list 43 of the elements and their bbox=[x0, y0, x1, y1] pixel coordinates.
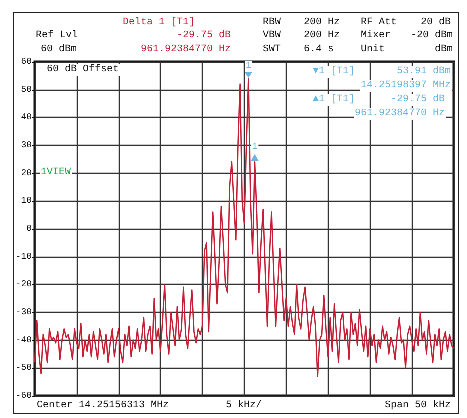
y-tick-label: 10 bbox=[21, 196, 32, 206]
y-tick-label: -20 bbox=[16, 280, 32, 290]
text: Unit bbox=[361, 44, 386, 56]
text: -29.75 dB bbox=[176, 30, 231, 42]
annotation: 961.92384770 Hz bbox=[354, 108, 445, 120]
y-tick-label: 40 bbox=[21, 112, 32, 123]
annotation: -29.75 dB bbox=[390, 94, 445, 106]
text: 6.4 s bbox=[304, 44, 334, 56]
annotation: ▲1 [T1] bbox=[313, 94, 356, 106]
y-tick-label: 20 bbox=[21, 168, 32, 178]
y-tick-label: -30 bbox=[16, 308, 32, 318]
text: Mixer bbox=[361, 30, 392, 42]
y-tick-label: 60 bbox=[21, 57, 32, 67]
y-tick-label: 50 bbox=[21, 84, 32, 95]
text: dBm bbox=[434, 44, 453, 56]
annotation: 1 bbox=[252, 142, 258, 152]
text: 200 Hz bbox=[304, 18, 340, 28]
y-tick-label: -60 bbox=[16, 391, 32, 401]
annotation: ▼1 [T1] bbox=[313, 66, 356, 78]
text: 20 dB bbox=[420, 16, 451, 28]
y-tick-label: -10 bbox=[16, 252, 32, 262]
y-tick-label: -40 bbox=[16, 335, 32, 346]
text: Span 50 kHz bbox=[384, 400, 451, 412]
annotation: 14.25198397 MHz bbox=[360, 80, 451, 92]
y-tick-label: 0 bbox=[26, 224, 32, 234]
text: Center 14.25156313 MHz bbox=[37, 400, 170, 412]
text: RBW bbox=[263, 18, 282, 28]
text: 60 dBm bbox=[41, 44, 78, 56]
annotation: 53.91 dBm bbox=[396, 66, 451, 78]
y-tick-label: -50 bbox=[16, 363, 32, 374]
text: 961.92384770 Hz bbox=[140, 44, 231, 56]
text: 5 kHz/ bbox=[226, 400, 262, 412]
text: 200 Hz bbox=[304, 30, 340, 42]
annotation: 1VIEW bbox=[41, 168, 72, 178]
text: SWT bbox=[263, 44, 282, 56]
text: Ref Lvl bbox=[36, 30, 78, 42]
y-tick-label: 30 bbox=[21, 140, 32, 150]
annotation: 60 dB Offset bbox=[47, 64, 120, 76]
text: RF Att bbox=[361, 18, 398, 28]
annotation: 1 bbox=[246, 60, 252, 71]
text: -20 dBm bbox=[410, 30, 453, 42]
text: VBW bbox=[263, 30, 282, 42]
text: Delta 1 [T1] bbox=[123, 16, 196, 28]
